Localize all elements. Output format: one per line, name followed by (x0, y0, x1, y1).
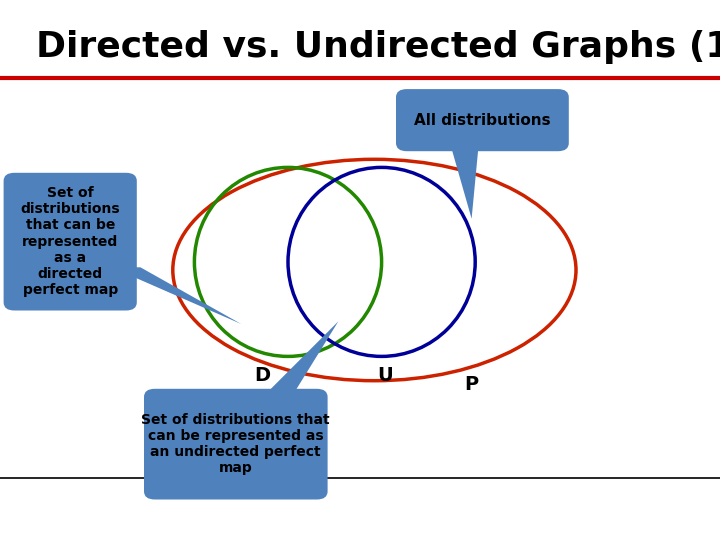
FancyBboxPatch shape (4, 173, 137, 310)
Text: All distributions: All distributions (414, 113, 551, 127)
Text: Directed vs. Undirected Graphs (1): Directed vs. Undirected Graphs (1) (36, 30, 720, 64)
FancyBboxPatch shape (396, 89, 569, 151)
Polygon shape (112, 267, 241, 324)
Text: Set of distributions that
can be represented as
an undirected perfect
map: Set of distributions that can be represe… (142, 413, 330, 475)
Text: D: D (255, 366, 271, 385)
Text: P: P (464, 375, 479, 394)
Text: Set of
distributions
that can be
represented
as a
directed
perfect map: Set of distributions that can be represe… (20, 186, 120, 297)
Text: U: U (377, 366, 393, 385)
Polygon shape (263, 321, 338, 397)
Polygon shape (450, 143, 479, 219)
FancyBboxPatch shape (144, 389, 328, 500)
